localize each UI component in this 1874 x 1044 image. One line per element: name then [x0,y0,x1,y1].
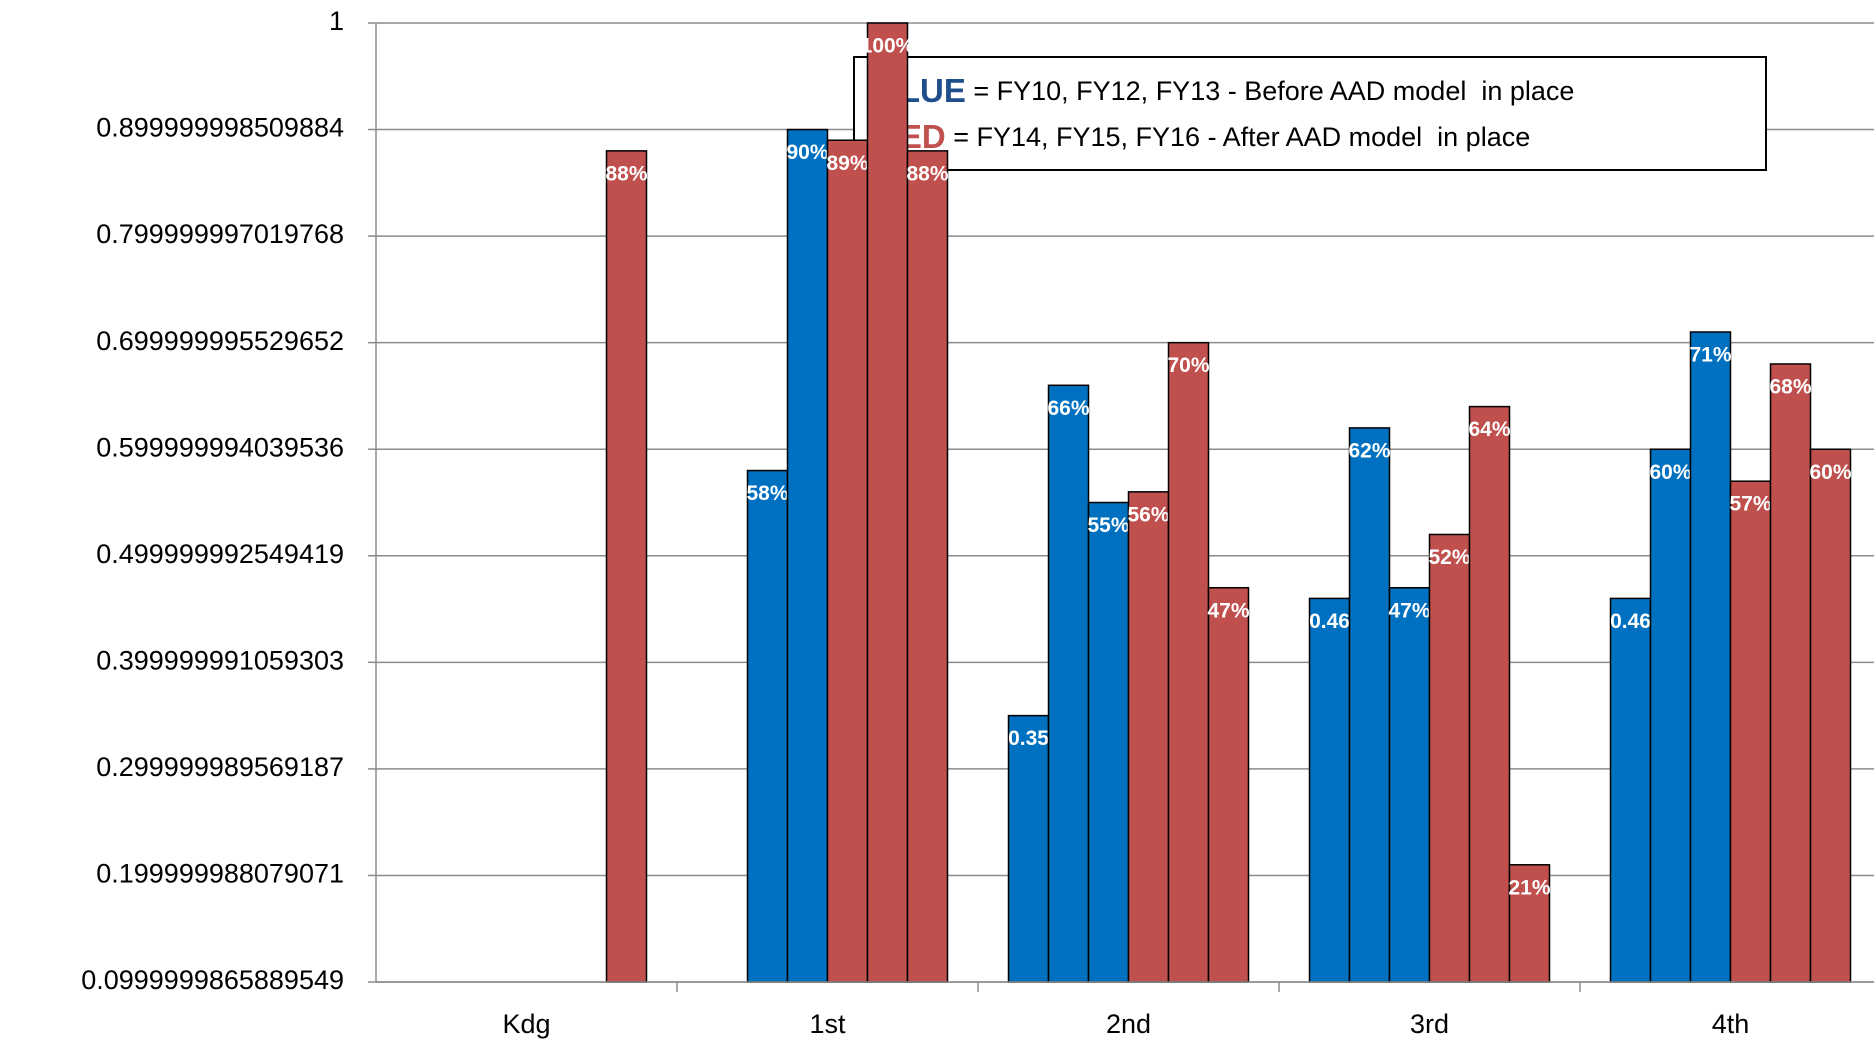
data-label: 70% [1167,354,1209,377]
data-label: 0.46 [1309,610,1350,633]
bar [1508,864,1551,983]
data-label: 0.35 [1008,727,1049,750]
bar [1308,597,1351,983]
bar [1207,586,1250,983]
data-label: 60% [1649,461,1691,484]
data-label: 0.46 [1610,610,1651,633]
legend-text: RED = FY14, FY15, FY16 - After AAD model… [876,118,1530,155]
x-tick-label: Kdg [502,1009,550,1039]
legend-label: = FY14, FY15, FY16 - After AAD model in … [946,122,1531,152]
data-label: 58% [746,482,788,505]
bar [1388,586,1431,983]
bar [1729,480,1772,983]
bar [1649,448,1692,983]
legend-box [853,56,1767,171]
data-label: 64% [1468,418,1510,441]
data-label: 88% [906,162,948,185]
data-label: 21% [1508,876,1550,899]
bar [1428,533,1471,983]
bar [1769,363,1812,983]
data-label: 47% [1388,599,1430,622]
bar [1468,405,1511,983]
data-label: 90% [786,141,828,164]
bar [1127,491,1170,983]
data-label: 100% [861,35,915,58]
y-tick-label: 0.199999988079071 [96,859,344,889]
x-tick-label: 1st [809,1009,846,1039]
data-label: 57% [1729,493,1771,516]
bar [826,139,869,983]
y-tick-label: 1 [329,6,344,36]
bar [1087,501,1130,983]
x-tick-label: 2nd [1106,1009,1151,1039]
y-tick-label: 0.599999994039536 [96,432,344,462]
legend-text: BLUE = FY10, FY12, FY13 - Before AAD mod… [876,72,1574,109]
x-tick-label: 4th [1712,1009,1750,1039]
data-label: 56% [1127,503,1169,526]
x-tick-label: 3rd [1410,1009,1449,1039]
bar [1689,331,1732,983]
y-tick-label: 0.299999989569187 [96,752,344,782]
bar [906,150,949,983]
y-tick-label: 0.399999991059303 [96,645,344,675]
bar [1609,597,1652,983]
data-label: 60% [1809,461,1851,484]
data-label: 71% [1689,344,1731,367]
data-label: 62% [1348,439,1390,462]
data-label: 88% [605,162,647,185]
y-tick-label: 0.899999998509884 [96,113,344,143]
bar [1007,714,1050,983]
data-label: 55% [1087,514,1129,537]
bar [605,150,648,983]
legend-label: = FY10, FY12, FY13 - Before AAD model in… [966,76,1575,106]
bar [1348,427,1391,983]
data-label: 89% [826,152,868,175]
bar [786,128,829,983]
y-tick-label: 0.499999992549419 [96,539,344,569]
bar [1809,448,1852,983]
data-label: 68% [1769,376,1811,399]
bar [1047,384,1090,983]
y-tick-label: 0.0999999865889549 [81,965,344,995]
bar [1167,341,1210,983]
y-tick-label: 0.699999995529652 [96,326,344,356]
data-label: 52% [1428,546,1470,569]
bar [746,469,789,983]
bar [866,22,909,983]
y-tick-label: 0.799999997019768 [96,219,344,249]
data-label: 66% [1047,397,1089,420]
data-label: 47% [1207,599,1249,622]
